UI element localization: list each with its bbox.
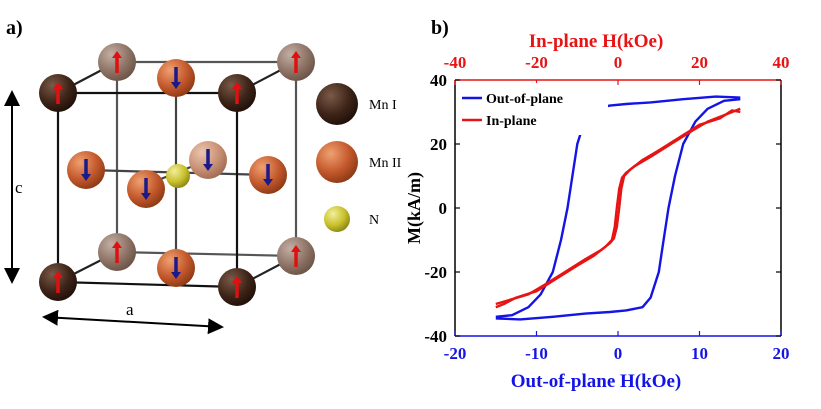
- legend-label: In-plane: [486, 114, 537, 129]
- legend-mn2-label: Mn II: [369, 156, 402, 171]
- legend-mn1-sphere: [316, 83, 358, 125]
- series-in-plane-branch-up: [495, 107, 741, 309]
- mn1-front-top-right-spin-head: [232, 82, 242, 89]
- mn2-front-face-spin-head: [141, 193, 151, 200]
- y-tick-label: 40: [430, 71, 447, 90]
- bottom-tick-label: 0: [614, 344, 623, 363]
- y-tick-label: 20: [430, 135, 447, 154]
- top-tick-label: 20: [691, 53, 708, 72]
- n-body-center-sphere: [166, 164, 190, 188]
- mn2-right-face-atom: [249, 156, 287, 194]
- y-axis-title: M(kA/m): [404, 172, 425, 244]
- mn2-left-face-spin-head: [81, 174, 91, 181]
- mn2-bottom-face-spin-head: [171, 272, 181, 279]
- legend-mn2-sphere: [316, 141, 358, 183]
- mn1-back-bottom-right-atom: [277, 237, 315, 275]
- top-tick-label: -40: [444, 53, 467, 72]
- mn1-back-top-left-spin-head: [112, 51, 122, 58]
- c-axis-label: c: [15, 178, 23, 197]
- y-tick-label: 0: [439, 199, 448, 218]
- mn1-front-top-right-atom: [218, 74, 256, 112]
- chart-legend: Out-of-plane In-plane: [458, 83, 608, 135]
- bottom-axis-title: Out-of-plane H(kOe): [511, 371, 681, 392]
- a-axis-label: a: [126, 300, 134, 319]
- legend-mn1-label: Mn I: [369, 98, 397, 113]
- bottom-tick-label: -10: [525, 344, 548, 363]
- bottom-tick-label: -20: [444, 344, 467, 363]
- mn1-back-top-right-atom: [277, 43, 315, 81]
- mn2-top-face-spin-head: [171, 82, 181, 89]
- bottom-tick-label: 10: [691, 344, 708, 363]
- a-dimension-arrow: [42, 309, 224, 335]
- top-tick-label: -20: [525, 53, 548, 72]
- series-out-of-plane-branch-up: [495, 98, 741, 321]
- mn1-back-bottom-right-spin-head: [291, 245, 301, 252]
- legend-n-sphere: [324, 206, 350, 232]
- mn1-back-top-right-spin-head: [291, 51, 301, 58]
- mn2-bottom-face-atom: [157, 249, 195, 287]
- mn1-front-bottom-left-spin-head: [53, 271, 63, 278]
- panel-a-label: a): [6, 17, 23, 39]
- mn2-back-face-spin-head: [203, 164, 213, 171]
- mn1-back-bottom-left-atom: [98, 233, 136, 271]
- mn1-front-top-left-spin-head: [53, 82, 63, 89]
- n-body-center-atom: [166, 164, 190, 188]
- mn1-front-bottom-right-spin-head: [232, 276, 242, 283]
- mn2-right-face-spin-head: [263, 179, 273, 186]
- top-tick-label: 0: [614, 53, 623, 72]
- mn2-left-face-atom: [67, 151, 105, 189]
- mn2-front-face-atom: [127, 170, 165, 208]
- mn1-back-top-left-atom: [98, 43, 136, 81]
- y-tick-label: -40: [424, 327, 447, 346]
- bottom-tick-label: 20: [773, 344, 790, 363]
- mn1-front-top-left-atom: [39, 74, 77, 112]
- top-axis-title: In-plane H(kOe): [529, 31, 664, 52]
- panel-b-label: b): [431, 17, 449, 39]
- top-tick-label: 40: [773, 53, 790, 72]
- atoms: [39, 43, 315, 306]
- y-tick-label: -20: [424, 263, 447, 282]
- legend-n-label: N: [369, 213, 379, 228]
- atom-legend: Mn I Mn II N: [316, 83, 402, 232]
- mn2-back-face-atom: [189, 141, 227, 179]
- legend-label: Out-of-plane: [486, 92, 563, 107]
- legend-box: [458, 83, 608, 135]
- edge-back-bottom: [116, 250, 297, 258]
- series-out-of-plane-branch-down: [495, 95, 741, 318]
- mn2-top-face-atom: [157, 59, 195, 97]
- mn1-back-bottom-left-spin-head: [112, 241, 122, 248]
- mn1-front-bottom-left-atom: [39, 263, 77, 301]
- hysteresis-chart: -20 -10 0 10 20-40 -20 0 20 4040200-20-40Out-of-…: [424, 53, 789, 363]
- mn1-front-bottom-right-atom: [218, 268, 256, 306]
- edge-front-bottom: [57, 280, 238, 289]
